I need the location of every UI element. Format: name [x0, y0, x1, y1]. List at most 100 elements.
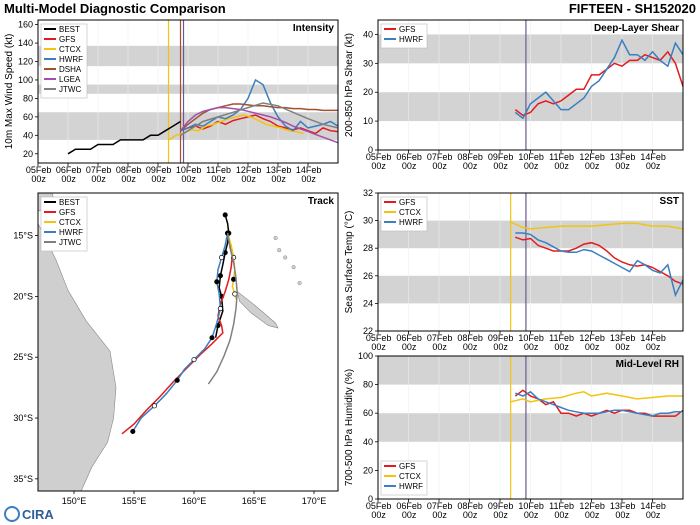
track-legend-label: GFS: [59, 208, 75, 217]
track-title: Track: [308, 196, 335, 207]
shear-ytick-label: 10: [363, 116, 373, 126]
intensity-series-ctcx: [168, 114, 304, 141]
shear-xtick-label: 14Feb 00z: [640, 152, 666, 171]
sst-ytick-label: 24: [363, 298, 373, 308]
sst-ylabel: Sea Surface Temp (°C): [344, 211, 355, 314]
sst-legend-label: CTCX: [399, 208, 421, 217]
sst-xtick-label: 05Feb 00z: [366, 333, 392, 352]
track-ytick-label: 25°S: [13, 352, 33, 362]
sst-xtick-label: 09Feb 00z: [488, 333, 514, 352]
rh-ytick-label: 0: [368, 494, 373, 504]
sst-xtick-label: 07Feb 00z: [427, 333, 453, 352]
track-ytick-label: 30°S: [13, 413, 33, 423]
track-series-gfs: [121, 232, 234, 435]
rh-ytick-label: 100: [358, 351, 373, 361]
rh-ylabel: 700-500 hPa Humidity (%): [344, 369, 355, 486]
cira-logo: CIRA: [4, 506, 54, 522]
sst-title: SST: [660, 196, 679, 207]
intensity-ytick-label: 40: [23, 130, 33, 140]
sst-ytick-label: 30: [363, 216, 373, 226]
intensity-legend-label: DSHA: [59, 65, 82, 74]
intensity-xtick-label: 14Feb 00z: [296, 165, 322, 184]
sst-frame: [377, 192, 684, 332]
sst-xtick-label: 12Feb 00z: [579, 333, 605, 352]
track-point-hwrf: [174, 377, 180, 383]
shear-xtick-label: 11Feb 00z: [549, 152, 574, 171]
shear-ytick-label: 40: [363, 29, 373, 39]
shear-legend-label: GFS: [399, 25, 415, 34]
shear-xtick-label: 05Feb 00z: [366, 152, 392, 171]
rh-legend-label: HWRF: [399, 482, 423, 491]
track-ytick-label: 35°S: [13, 474, 33, 484]
track-xtick-label: 155°E: [122, 496, 147, 506]
sst-xtick-label: 14Feb 00z: [640, 333, 666, 352]
track-point-hwrf: [219, 254, 225, 261]
intensity-series-lgea: [179, 106, 339, 144]
track-point-best: [217, 273, 223, 279]
sst-ytick-label: 32: [363, 188, 373, 198]
sst-series-gfs: [515, 236, 684, 285]
shear-series-hwrf: [514, 38, 684, 120]
rh-xtick-label: 06Feb 00z: [396, 501, 422, 520]
intensity-ytick-label: 160: [18, 20, 33, 30]
sst-xtick-label: 10Feb 00z: [518, 333, 544, 352]
intensity-title: Intensity: [293, 23, 335, 34]
sst-xtick-label: 13Feb 00z: [610, 333, 636, 352]
rh-series-ctcx: [510, 391, 683, 403]
intensity-ytick-label: 140: [18, 38, 33, 48]
sst-series-ctcx: [510, 221, 684, 230]
figure-title: Multi-Model Diagnostic Comparison: [4, 1, 226, 16]
intensity-legend-label: JTWC: [59, 85, 81, 94]
shear-ylabel: 200-850 hPa Shear (kt): [344, 33, 355, 137]
shear-ytick-label: 0: [368, 145, 373, 155]
intensity-legend-box: [40, 23, 88, 99]
intensity-xtick-label: 12Feb 00z: [236, 165, 262, 184]
rh-title: Mid-Level RH: [616, 359, 679, 370]
intensity-frame: [37, 19, 339, 164]
intensity-legend-label: BEST: [59, 25, 80, 34]
intensity-xtick-label: 13Feb 00z: [266, 165, 292, 184]
intensity-xtick-label: 10Feb 00z: [176, 165, 202, 184]
track-point-best: [222, 212, 228, 218]
intensity-legend-label: GFS: [59, 35, 75, 44]
sst-ytick-label: 22: [363, 326, 373, 336]
track-xtick-label: 160°E: [182, 496, 207, 506]
sst-ytick-label: 26: [363, 271, 373, 281]
rh-frame: [377, 355, 684, 500]
rh-ytick-label: 60: [363, 408, 373, 418]
track-legend-label: CTCX: [59, 218, 81, 227]
rh-xtick-label: 07Feb 00z: [427, 501, 453, 520]
sst-xtick-label: 11Feb 00z: [549, 333, 574, 352]
rh-xtick-label: 10Feb 00z: [518, 501, 544, 520]
shear-frame: [377, 19, 684, 151]
intensity-ytick-label: 60: [23, 112, 33, 122]
rh-xtick-label: 12Feb 00z: [579, 501, 605, 520]
rh-legend-label: GFS: [399, 462, 415, 471]
vanuatu-island: [291, 265, 296, 270]
intensity-ytick-label: 80: [23, 93, 33, 103]
intensity-legend-label: CTCX: [59, 45, 81, 54]
track-point-ctcx: [231, 276, 237, 282]
storm-title: FIFTEEN - SH152020: [569, 1, 696, 16]
sst-legend-label: GFS: [399, 198, 415, 207]
rh-xtick-label: 05Feb 00z: [366, 501, 392, 520]
shear-xtick-label: 08Feb 00z: [457, 152, 483, 171]
cira-logo-text: CIRA: [22, 507, 54, 522]
rh-series-hwrf: [515, 390, 683, 417]
sst-ytick-label: 28: [363, 243, 373, 253]
new-caledonia-island: [236, 290, 279, 329]
vanuatu-island: [277, 248, 282, 253]
rh-xtick-label: 08Feb 00z: [457, 501, 483, 520]
track-frame: [37, 192, 339, 492]
track-xtick-label: 150°E: [62, 496, 87, 506]
intensity-series-gfs: [180, 114, 339, 135]
track-point-hwrf: [217, 306, 223, 312]
vanuatu-island: [273, 235, 278, 241]
track-point-hwrf: [214, 279, 220, 285]
intensity-series-jtwc: [180, 102, 339, 136]
intensity-xtick-label: 06Feb 00z: [56, 165, 82, 184]
shear-xtick-label: 07Feb 00z: [427, 152, 453, 171]
